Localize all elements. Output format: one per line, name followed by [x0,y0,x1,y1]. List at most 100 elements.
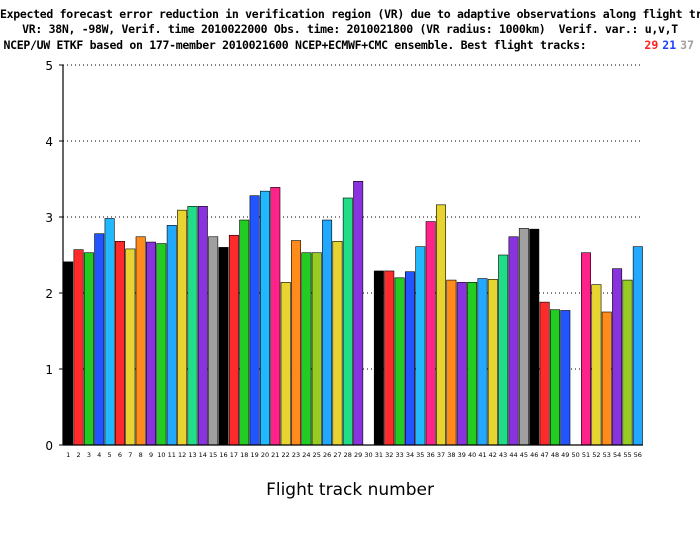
x-tick-label: 43 [499,451,507,459]
bar [135,236,146,446]
y-tick-label: 4 [45,135,53,149]
y-tick-label: 0 [45,439,53,453]
bar [166,225,177,446]
bar [322,219,333,446]
x-tick-label: 7 [128,451,132,459]
bar [622,279,633,446]
x-tick-label: 55 [623,451,631,459]
x-tick-label: 24 [302,451,310,459]
x-tick-label: 26 [323,451,331,459]
bar [601,311,612,446]
x-tick-label: 12 [178,451,186,459]
x-tick-label: 16 [219,451,227,459]
y-tick-label: 1 [45,363,53,377]
best-track-3: 37 [680,38,694,52]
bar [373,270,384,446]
x-tick-label: 33 [395,451,403,459]
best-tracks: 29 21 37 [640,38,694,52]
y-tick-label: 3 [45,211,53,225]
bar [63,261,74,446]
x-tick-label: 44 [509,451,517,459]
bar [187,206,198,446]
x-tick-label: 27 [333,451,341,459]
x-tick-label: 30 [364,451,372,459]
bar [301,252,312,446]
bar [249,195,260,446]
x-tick-label: 6 [118,451,122,459]
x-tick-label: 47 [540,451,548,459]
x-tick-label: 37 [437,451,445,459]
bar [467,282,478,446]
x-tick-label: 11 [168,451,176,459]
chart-title-line-2: VR: 38N, -98W, Verif. time 2010022000 Ob… [22,22,678,36]
x-tick-label: 42 [489,451,497,459]
bar [560,310,571,446]
x-tick-label: 14 [199,451,207,459]
x-tick-label: 46 [530,451,538,459]
bar [446,279,457,446]
bar [239,219,250,446]
bar [456,282,467,446]
x-tick-label: 56 [634,451,642,459]
y-tick-label: 2 [45,287,53,301]
chart-title-line-1: Expected forecast error reduction in ver… [0,7,700,21]
bar [208,236,219,446]
bar [104,218,115,446]
x-tick-label: 45 [520,451,528,459]
bar [177,209,188,446]
bar [146,241,157,446]
x-tick-label: 2 [76,451,80,459]
bar [632,246,643,446]
x-tick-label: 39 [458,451,466,459]
x-tick-label: 20 [261,451,269,459]
bar [581,252,592,446]
x-tick-label: 18 [240,451,248,459]
bar [612,268,623,446]
x-tick-label: 28 [344,451,352,459]
x-tick-label: 52 [592,451,600,459]
bar [114,241,125,446]
chart-title-line-3: NCEP/UW ETKF based on 177-member 2010021… [3,38,587,52]
bar [259,190,270,446]
bar [487,279,498,446]
bar [280,282,291,446]
bar [342,197,353,446]
x-tick-label: 4 [97,451,101,459]
bar [94,233,105,446]
bar [156,243,167,446]
x-axis-label: Flight track number [266,480,434,500]
bar [436,204,447,446]
bar [549,309,560,446]
x-tick-label: 9 [149,451,153,459]
bar [125,248,136,446]
bar [83,252,94,446]
bar [415,246,426,446]
x-tick-label: 13 [188,451,196,459]
x-tick-label: 50 [572,451,580,459]
bar [529,228,540,446]
x-tick-label: 49 [561,451,569,459]
bar [498,254,509,446]
best-track-2: 21 [662,38,677,52]
bar [404,271,415,446]
best-track-1: 29 [644,38,659,52]
x-tick-label: 53 [603,451,611,459]
x-tick-label: 54 [613,451,621,459]
bar [291,240,302,446]
x-tick-label: 10 [157,451,165,459]
x-tick-label: 34 [406,451,414,459]
bar [311,252,322,446]
x-tick-label: 31 [375,451,383,459]
bar [218,247,229,446]
x-tick-label: 5 [108,451,112,459]
bar [425,221,436,446]
x-tick-label: 3 [87,451,91,459]
x-tick-label: 17 [230,451,238,459]
x-tick-label: 8 [139,451,143,459]
bar [197,206,208,446]
y-tick-label: 5 [45,59,53,73]
x-tick-label: 32 [385,451,393,459]
bar [518,228,529,446]
x-tick-label: 38 [447,451,455,459]
